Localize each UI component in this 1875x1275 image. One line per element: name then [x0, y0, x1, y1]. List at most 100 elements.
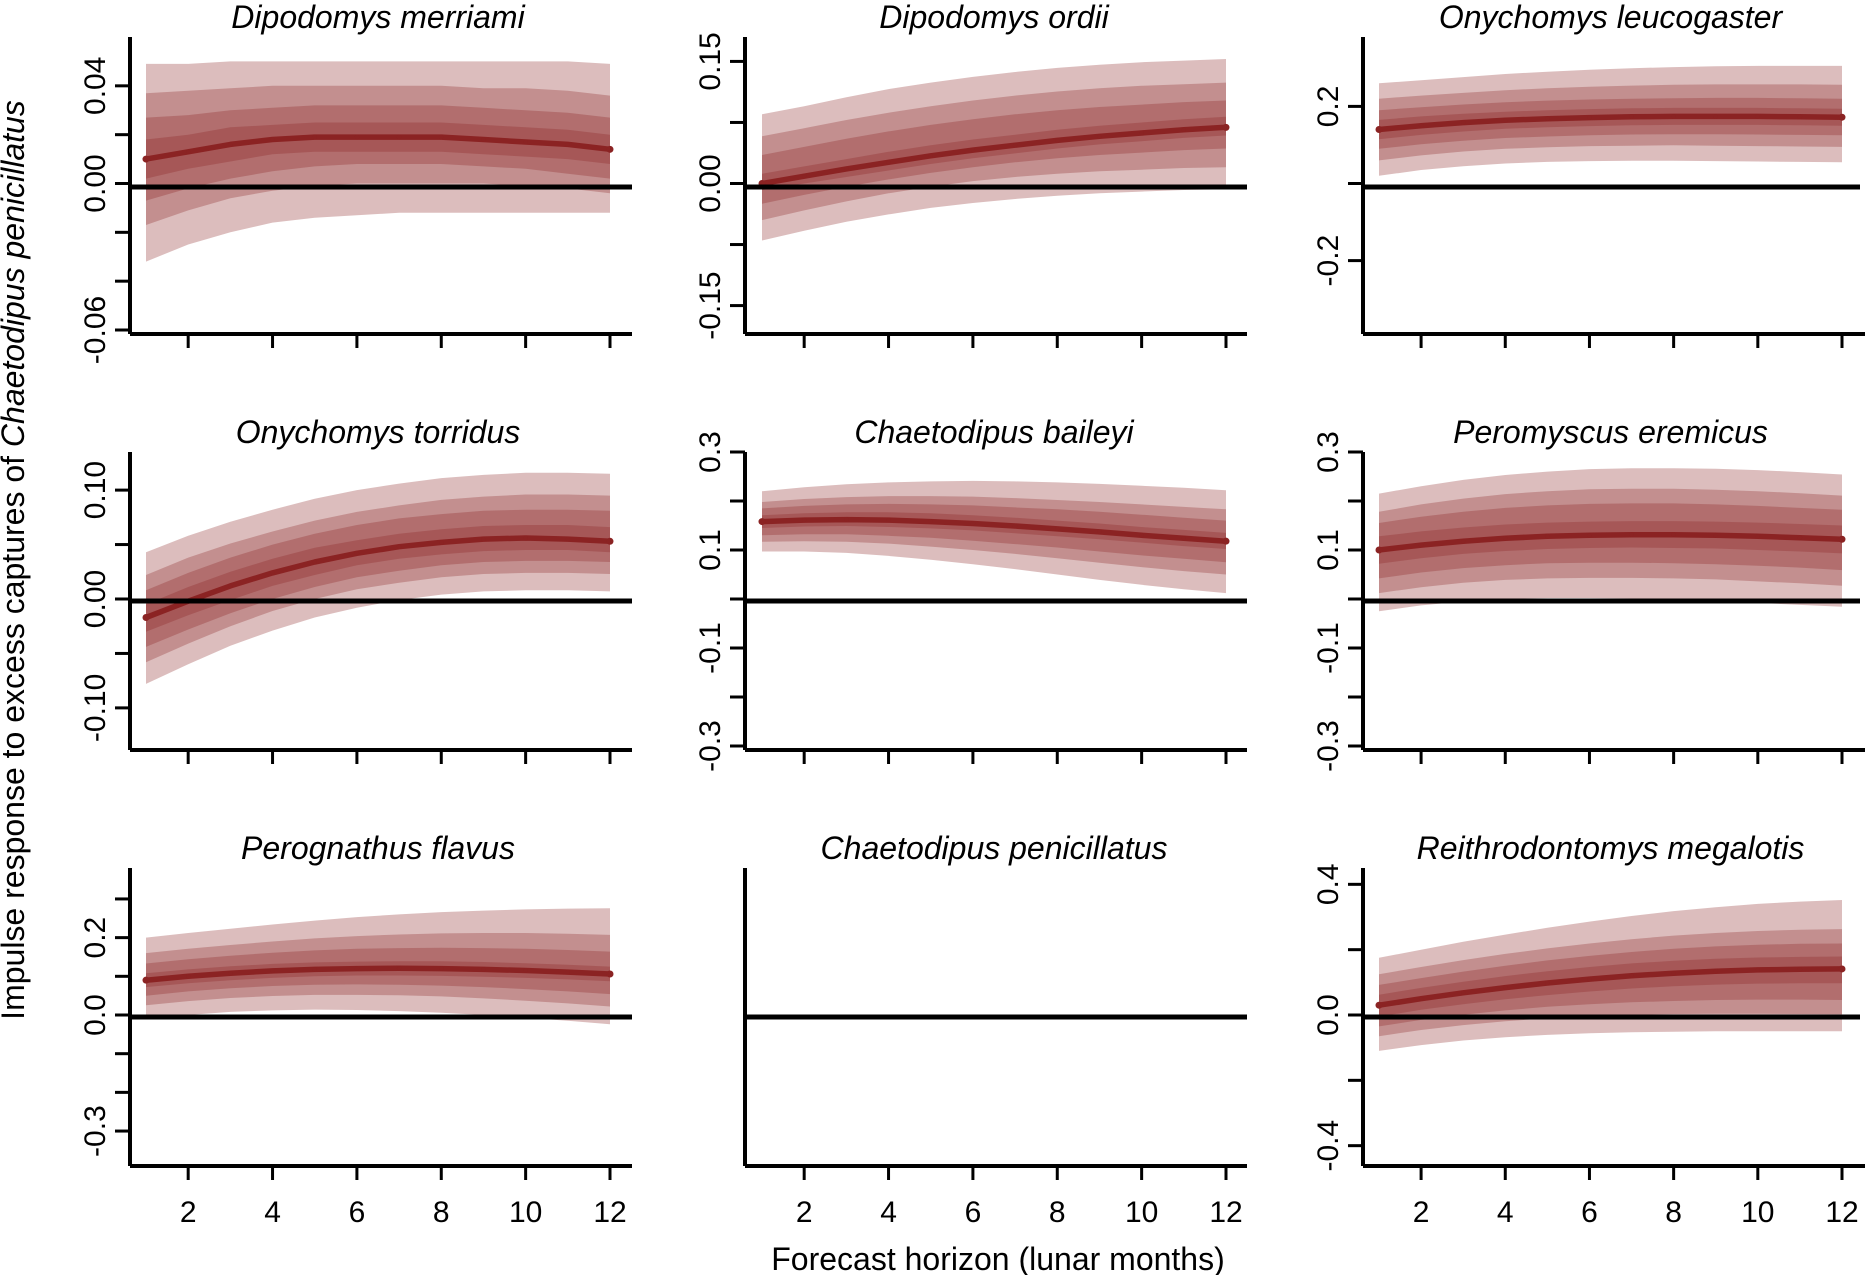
median-point	[1012, 523, 1018, 529]
median-point	[1545, 534, 1550, 539]
y-tick-label: -0.1	[694, 622, 727, 674]
panel-title: Peromyscus eremicus	[1453, 414, 1768, 450]
median-line	[143, 134, 613, 162]
credible-band-3	[1379, 943, 1842, 1027]
median-point	[1587, 115, 1592, 120]
y-tick-label: -0.2	[1312, 235, 1345, 287]
median-point	[1375, 1001, 1383, 1009]
panel-title: Chaetodipus baileyi	[854, 414, 1134, 450]
x-tick-label: 2	[1413, 1196, 1430, 1229]
median-point	[1097, 134, 1102, 139]
median-point	[481, 536, 486, 542]
credible-band-3	[146, 947, 610, 996]
median-point	[354, 134, 360, 140]
median-point	[481, 967, 486, 972]
x-tick-label: 8	[433, 1196, 450, 1229]
panel-7: Perognathus flavus -0.3 0.0 0.2 2 4 6 8 10 12	[79, 830, 632, 1229]
median-line	[1376, 113, 1845, 133]
x-tick-label: 10	[1125, 1196, 1158, 1229]
median-point	[142, 155, 150, 163]
median-point	[1097, 529, 1102, 535]
x-tick-label: 4	[1497, 1196, 1514, 1229]
panel-5: Chaetodipus baileyi -0.3 -0.1 0.1 0.3	[694, 414, 1247, 772]
median-point	[1629, 114, 1634, 120]
median-line	[759, 516, 1229, 544]
median-point	[1503, 985, 1508, 990]
median-point	[565, 536, 571, 542]
median-point	[1222, 537, 1230, 545]
panel-9: Reithrodontomys megalotis -0.4 0.0 0.4 2 4 6 8 1…	[1312, 830, 1865, 1229]
median-point	[439, 540, 444, 545]
median-point	[1460, 990, 1466, 995]
credible-band-2	[762, 496, 1226, 575]
median-line	[1376, 966, 1845, 1008]
x-tick-label: 6	[1581, 1196, 1598, 1229]
x-tick-label: 4	[264, 1196, 281, 1229]
panel-title: Dipodomys ordii	[879, 0, 1109, 35]
median-point	[1545, 116, 1550, 121]
median-point	[270, 570, 275, 576]
panel-title: Onychomys torridus	[236, 414, 521, 450]
median-point	[970, 521, 976, 526]
median-point	[1503, 536, 1508, 541]
median-point	[1797, 967, 1803, 972]
median-point	[1545, 980, 1550, 986]
median-point	[1139, 130, 1144, 136]
median-point	[312, 134, 317, 140]
y-tick-label: 0.0	[1312, 994, 1345, 1036]
median-point	[970, 147, 976, 153]
y-tick-label: -0.3	[694, 720, 727, 772]
y-tick-label: 0.15	[694, 32, 727, 90]
median-line	[143, 535, 613, 621]
credible-band-2	[1379, 84, 1842, 161]
credible-band-1	[1379, 468, 1842, 612]
median-point	[396, 965, 402, 971]
median-point	[801, 173, 807, 179]
median-point	[1222, 123, 1230, 131]
credible-band-4	[146, 122, 610, 179]
credible-band-2	[146, 85, 610, 225]
y-tick-label: -0.06	[79, 296, 112, 364]
y-tick-label: -0.4	[1312, 1120, 1345, 1172]
median-point	[354, 551, 360, 556]
median-point	[523, 535, 528, 541]
median-line	[1376, 532, 1845, 553]
median-point	[1713, 533, 1718, 538]
y-tick-label: -0.15	[694, 271, 727, 339]
median-point	[1418, 996, 1424, 1001]
y-tick-label: 0.3	[1312, 431, 1345, 473]
y-tick-label: 0.2	[79, 917, 112, 959]
credible-band-1	[1379, 65, 1842, 176]
credible-band-1	[146, 61, 610, 262]
median-point	[185, 974, 191, 979]
median-point	[1671, 970, 1676, 976]
median-point	[1838, 535, 1846, 543]
median-point	[1629, 973, 1634, 978]
median-point	[565, 142, 571, 147]
y-tick-label: 0.1	[1312, 529, 1345, 571]
credible-band-3	[762, 100, 1226, 204]
y-axis-title: Impulse response to excess captures of C…	[0, 100, 31, 1020]
median-point	[1587, 533, 1592, 538]
median-point	[396, 544, 402, 549]
panel-8: Chaetodipus penicillatus 2 4 6 8 10 12	[743, 830, 1247, 1229]
median-point	[928, 519, 933, 524]
panel-title: Perognathus flavus	[241, 830, 515, 866]
y-tick-label: 0.1	[694, 529, 727, 571]
median-point	[523, 968, 528, 973]
credible-band-4	[146, 525, 610, 632]
credible-band-3	[1379, 97, 1842, 149]
median-point	[606, 970, 614, 978]
credible-band-2	[1379, 929, 1842, 1037]
median-point	[1460, 538, 1466, 544]
median-point	[228, 971, 233, 976]
panel-6: Peromyscus eremicus -0.3 -0.1 0.1 0.3	[1312, 414, 1865, 772]
x-axis-title: Forecast horizon (lunar months)	[771, 1241, 1225, 1275]
median-point	[396, 134, 402, 140]
median-point	[1755, 114, 1761, 119]
x-tick-label: 10	[1741, 1196, 1774, 1229]
median-point	[142, 976, 150, 984]
x-tick-label: 4	[880, 1196, 897, 1229]
x-tick-label: 2	[796, 1196, 813, 1229]
